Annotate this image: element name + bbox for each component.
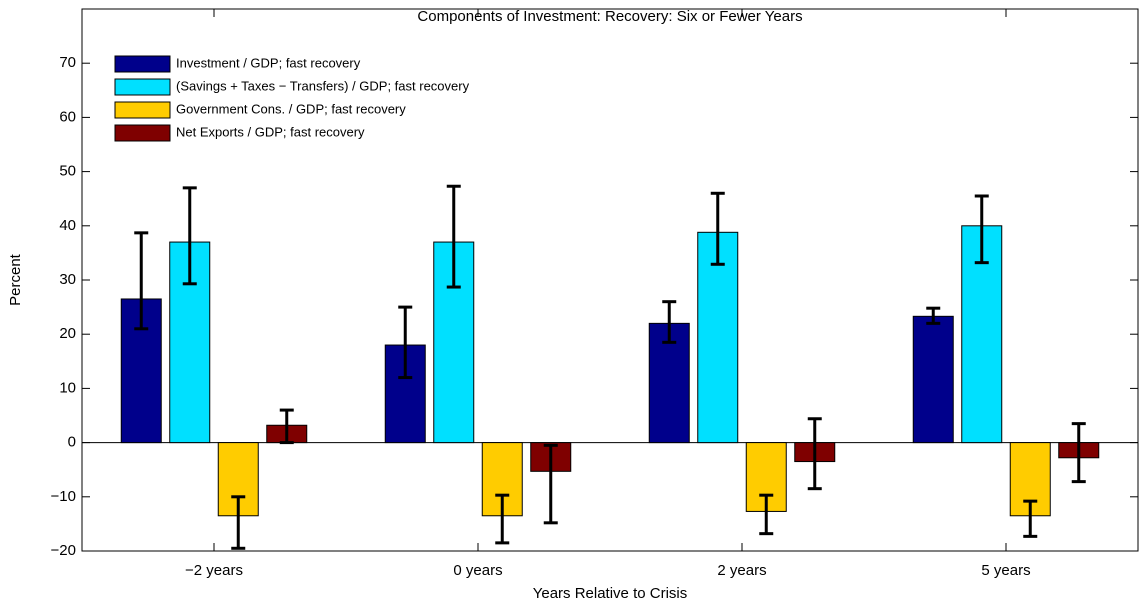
error-bar: [710, 191, 725, 266]
chart-title: Components of Investment: Recovery: Six …: [417, 8, 802, 25]
y-tick-label: −10: [51, 488, 76, 505]
plot-frame: [81, 8, 1139, 552]
y-tick-label: 70: [59, 54, 76, 71]
error-bar: [543, 443, 558, 525]
y-tick-label: 50: [59, 163, 76, 180]
y-tick-label: 60: [59, 108, 76, 125]
y-tick-label: 30: [59, 271, 76, 288]
error-bar: [279, 408, 294, 445]
legend-label: Investment / GDP; fast recovery: [176, 55, 361, 70]
error-bar: [1023, 499, 1038, 538]
bar: [912, 315, 954, 444]
legend-label: (Savings + Taxes − Transfers) / GDP; fas…: [176, 78, 470, 93]
legend-swatch: [114, 124, 171, 142]
error-bar: [974, 194, 989, 265]
x-tick-label: 5 years: [981, 562, 1030, 579]
error-bar: [926, 306, 941, 325]
x-axis-label: Years Relative to Crisis: [533, 585, 688, 602]
legend-swatch: [114, 101, 171, 119]
error-bar: [446, 184, 461, 289]
y-axis-label: Percent: [7, 253, 24, 306]
error-bar: [1071, 422, 1086, 484]
y-tick-label: 10: [59, 379, 76, 396]
y-tick-label: 0: [68, 434, 76, 451]
error-bar: [495, 493, 510, 545]
legend-label: Government Cons. / GDP; fast recovery: [176, 101, 406, 116]
y-tick-label: 40: [59, 217, 76, 234]
error-bar: [134, 231, 149, 331]
error-bar: [662, 300, 677, 344]
y-tick-label: 20: [59, 325, 76, 342]
y-tick-label: −20: [51, 542, 76, 559]
error-bar: [231, 495, 246, 550]
legend-swatch: [114, 78, 171, 96]
error-bar: [807, 417, 822, 491]
x-tick-label: 2 years: [717, 562, 766, 579]
error-bar: [759, 493, 774, 536]
x-tick-label: 0 years: [453, 562, 502, 579]
bar: [697, 231, 739, 444]
error-bar: [182, 186, 197, 286]
x-tick-label: −2 years: [185, 562, 243, 579]
legend-swatch: [114, 55, 171, 73]
error-bar: [398, 305, 413, 380]
legend-label: Net Exports / GDP; fast recovery: [176, 124, 365, 139]
